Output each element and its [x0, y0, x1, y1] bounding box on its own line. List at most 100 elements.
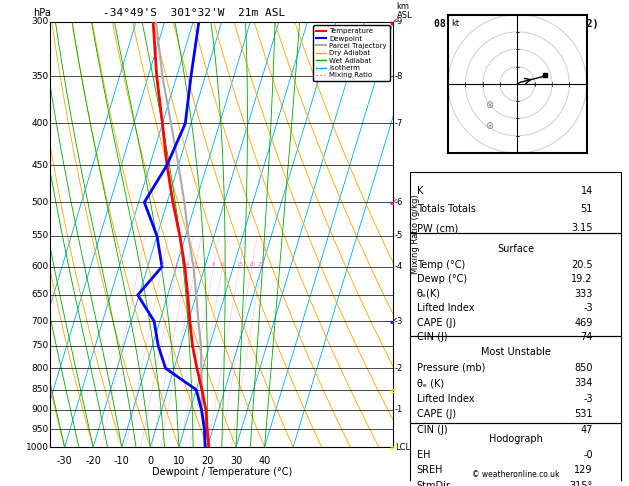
- Text: -3: -3: [583, 394, 593, 404]
- Text: 20: 20: [248, 261, 255, 267]
- Text: 700: 700: [31, 317, 48, 326]
- Text: 51: 51: [581, 205, 593, 214]
- Text: 5: 5: [194, 261, 197, 267]
- Text: LCL: LCL: [395, 443, 410, 451]
- Text: -7: -7: [395, 119, 403, 128]
- Text: ↙: ↙: [389, 385, 398, 395]
- Text: 10: 10: [173, 456, 185, 466]
- Text: 450: 450: [31, 160, 48, 170]
- Text: -6: -6: [395, 198, 403, 207]
- Text: 20: 20: [201, 456, 214, 466]
- Text: 10: 10: [219, 261, 226, 267]
- Text: PW (cm): PW (cm): [416, 223, 458, 233]
- Bar: [410, 172, 621, 233]
- Text: 15: 15: [236, 261, 243, 267]
- Text: 531: 531: [574, 409, 593, 419]
- Text: Temp (°C): Temp (°C): [416, 260, 465, 270]
- Text: CAPE (J): CAPE (J): [416, 318, 456, 328]
- Text: 47: 47: [581, 425, 593, 435]
- Text: 350: 350: [31, 72, 48, 81]
- Text: -8: -8: [395, 72, 403, 81]
- Text: ASL: ASL: [396, 11, 412, 20]
- Text: 469: 469: [574, 318, 593, 328]
- Text: ↙: ↙: [389, 316, 398, 326]
- Text: -1: -1: [395, 405, 403, 415]
- Text: ↙: ↙: [389, 442, 398, 452]
- Text: 500: 500: [31, 198, 48, 207]
- Text: km: km: [396, 2, 409, 11]
- Text: Dewp (°C): Dewp (°C): [416, 274, 467, 284]
- Text: Totals Totals: Totals Totals: [416, 205, 476, 214]
- Text: 3: 3: [175, 261, 178, 267]
- Text: -2: -2: [395, 364, 403, 373]
- Text: Lifted Index: Lifted Index: [416, 303, 474, 313]
- Text: 550: 550: [31, 231, 48, 241]
- Text: 315°: 315°: [570, 481, 593, 486]
- Text: 8: 8: [212, 261, 215, 267]
- Text: 900: 900: [31, 405, 48, 415]
- Text: -4: -4: [395, 262, 403, 271]
- Text: 850: 850: [31, 385, 48, 394]
- Bar: [410, 422, 621, 486]
- Text: 800: 800: [31, 364, 48, 373]
- Legend: Temperature, Dewpoint, Parcel Trajectory, Dry Adiabat, Wet Adiabat, Isotherm, Mi: Temperature, Dewpoint, Parcel Trajectory…: [313, 25, 389, 81]
- Text: kt: kt: [451, 19, 459, 28]
- Text: Lifted Index: Lifted Index: [416, 394, 474, 404]
- Text: 08.05.2024  00GMT (Base: 12): 08.05.2024 00GMT (Base: 12): [433, 19, 598, 29]
- Bar: [410, 233, 621, 336]
- Text: -3: -3: [395, 317, 403, 326]
- Text: -30: -30: [57, 456, 72, 466]
- Text: 25: 25: [258, 261, 265, 267]
- Text: CAPE (J): CAPE (J): [416, 409, 456, 419]
- Text: 2: 2: [160, 261, 164, 267]
- Text: $\circledast$: $\circledast$: [485, 120, 494, 131]
- Text: 333: 333: [574, 289, 593, 299]
- Text: 3.15: 3.15: [571, 223, 593, 233]
- Text: 400: 400: [31, 119, 48, 128]
- Text: CIN (J): CIN (J): [416, 332, 447, 343]
- Text: K: K: [416, 186, 423, 196]
- Text: 30: 30: [230, 456, 242, 466]
- Text: -9: -9: [395, 17, 403, 26]
- Text: θₑ (K): θₑ (K): [416, 379, 444, 388]
- Text: θₑ(K): θₑ(K): [416, 289, 441, 299]
- Text: 300: 300: [31, 17, 48, 26]
- Text: ↙: ↙: [389, 197, 398, 208]
- Text: -5: -5: [395, 231, 403, 241]
- Text: Pressure (mb): Pressure (mb): [416, 363, 485, 373]
- Text: -20: -20: [86, 456, 101, 466]
- Text: © weatheronline.co.uk: © weatheronline.co.uk: [472, 470, 560, 479]
- Text: 4: 4: [185, 261, 189, 267]
- Text: 950: 950: [31, 424, 48, 434]
- Text: 600: 600: [31, 262, 48, 271]
- Text: 129: 129: [574, 465, 593, 475]
- Text: StmDir: StmDir: [416, 481, 450, 486]
- Text: 850: 850: [574, 363, 593, 373]
- Text: 74: 74: [581, 332, 593, 343]
- Text: hPa: hPa: [33, 8, 51, 17]
- Text: $\circledast$: $\circledast$: [485, 99, 494, 110]
- Text: Surface: Surface: [497, 244, 535, 254]
- Text: -34°49'S  301°32'W  21m ASL: -34°49'S 301°32'W 21m ASL: [103, 8, 286, 17]
- Text: CIN (J): CIN (J): [416, 425, 447, 435]
- Bar: [410, 336, 621, 422]
- Text: 1: 1: [137, 261, 141, 267]
- Text: 650: 650: [31, 291, 48, 299]
- Text: -3: -3: [583, 303, 593, 313]
- Text: EH: EH: [416, 450, 430, 460]
- Text: -10: -10: [114, 456, 130, 466]
- Text: 1000: 1000: [26, 443, 48, 451]
- Text: 19.2: 19.2: [571, 274, 593, 284]
- Text: 750: 750: [31, 341, 48, 350]
- Text: 40: 40: [259, 456, 270, 466]
- Text: 334: 334: [574, 379, 593, 388]
- Text: 0: 0: [147, 456, 153, 466]
- Text: 14: 14: [581, 186, 593, 196]
- Text: SREH: SREH: [416, 465, 443, 475]
- Text: -0: -0: [583, 450, 593, 460]
- Text: 20.5: 20.5: [571, 260, 593, 270]
- X-axis label: Dewpoint / Temperature (°C): Dewpoint / Temperature (°C): [152, 467, 292, 477]
- Text: Most Unstable: Most Unstable: [481, 347, 551, 358]
- Text: Hodograph: Hodograph: [489, 434, 543, 444]
- Text: ↙: ↙: [389, 17, 398, 27]
